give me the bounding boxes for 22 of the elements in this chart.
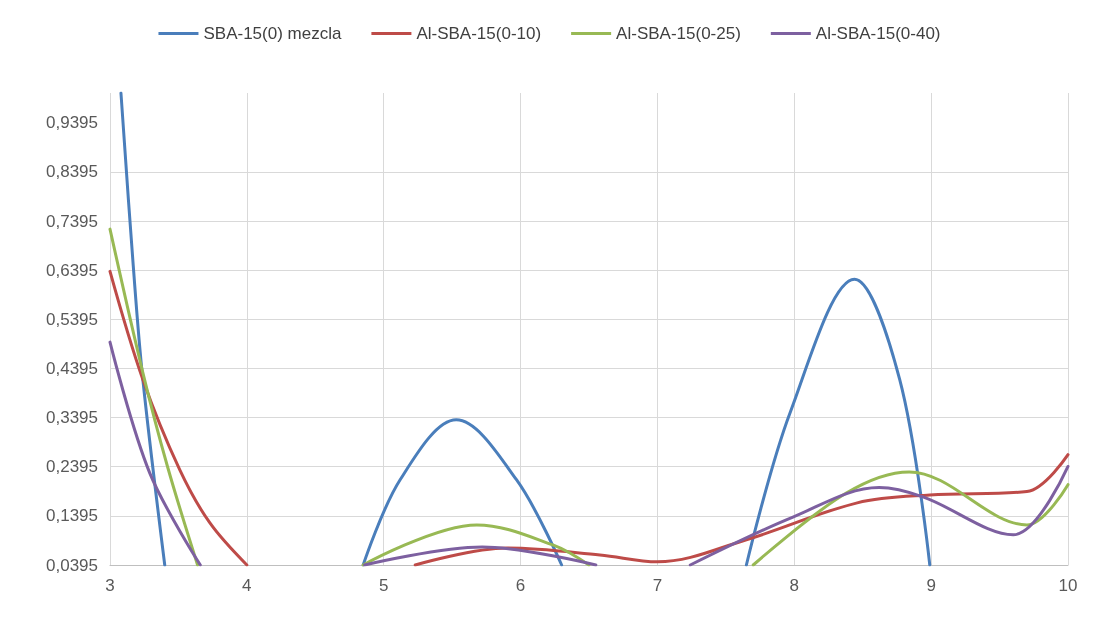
x-tick-label: 3 bbox=[105, 576, 115, 595]
y-tick-label: 0,5395 bbox=[46, 309, 98, 329]
y-tick-label: 0,9395 bbox=[46, 113, 98, 133]
legend-label: Al-SBA-15(0-40) bbox=[815, 24, 941, 43]
y-tick-label: 0,1395 bbox=[46, 506, 98, 526]
y-tick-label: 0,3395 bbox=[46, 408, 98, 428]
legend-label: SBA-15(0) mezcla bbox=[203, 24, 342, 43]
x-tick-label: 10 bbox=[1058, 576, 1078, 595]
y-tick-label: 0,6395 bbox=[46, 260, 98, 280]
y-tick-label: 0,0395 bbox=[46, 555, 98, 575]
x-tick-label: 7 bbox=[652, 576, 663, 595]
y-tick-label: 0,7395 bbox=[46, 211, 98, 231]
y-tick-label: 0,8395 bbox=[46, 162, 98, 182]
y-tick-label: 0,2395 bbox=[46, 457, 98, 477]
x-tick-label: 5 bbox=[378, 576, 389, 595]
x-tick-label: 6 bbox=[515, 576, 526, 595]
x-tick-label: 8 bbox=[789, 576, 800, 595]
legend-label: Al-SBA-15(0-25) bbox=[616, 24, 741, 43]
y-tick-label: 0,4395 bbox=[46, 358, 98, 378]
legend-label: Al-SBA-15(0-10) bbox=[416, 24, 542, 43]
x-tick-label: 4 bbox=[242, 576, 252, 595]
x-tick-label: 9 bbox=[926, 576, 936, 595]
